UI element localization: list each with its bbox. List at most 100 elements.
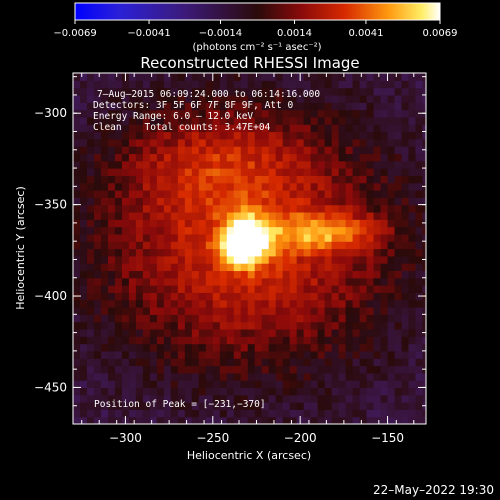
heatmap-cell bbox=[142, 175, 151, 184]
heatmap-cell bbox=[156, 336, 165, 345]
heatmap-cell bbox=[219, 80, 228, 89]
heatmap-cell bbox=[177, 365, 186, 374]
heatmap-cell bbox=[422, 380, 426, 389]
heatmap-cell bbox=[401, 102, 410, 111]
heatmap-cell bbox=[100, 131, 109, 140]
heatmap-cell bbox=[268, 263, 277, 272]
heatmap-cell bbox=[387, 314, 396, 323]
heatmap-cell bbox=[338, 109, 347, 118]
heatmap-cell bbox=[233, 109, 242, 118]
heatmap-cell bbox=[121, 226, 130, 235]
heatmap-cell bbox=[303, 372, 312, 381]
heatmap-cell bbox=[107, 343, 116, 352]
heatmap-cell bbox=[149, 307, 158, 315]
heatmap-cell bbox=[233, 358, 242, 367]
heatmap-cell bbox=[149, 270, 158, 279]
heatmap-cell bbox=[128, 365, 137, 374]
heatmap-cell bbox=[352, 182, 361, 191]
heatmap-cell bbox=[177, 153, 186, 162]
heatmap-cell bbox=[254, 182, 263, 191]
heatmap-cell bbox=[240, 292, 249, 301]
heatmap-cell bbox=[156, 168, 165, 176]
heatmap-cell bbox=[352, 160, 361, 169]
heatmap-cell bbox=[247, 226, 256, 235]
heatmap-cell bbox=[380, 116, 389, 125]
heatmap-cell bbox=[100, 73, 109, 81]
heatmap-cell bbox=[177, 343, 186, 352]
heatmap-cell bbox=[282, 241, 291, 250]
heatmap-cell bbox=[408, 73, 417, 81]
heatmap-cell bbox=[359, 116, 368, 125]
heatmap-cell bbox=[401, 80, 410, 89]
heatmap-cell bbox=[324, 365, 333, 374]
heatmap-cell bbox=[135, 87, 144, 96]
heatmap-cell bbox=[366, 343, 375, 352]
heatmap-cell bbox=[240, 365, 249, 374]
heatmap-cell bbox=[114, 292, 123, 301]
heatmap-cell bbox=[114, 94, 123, 103]
heatmap-cell bbox=[317, 343, 326, 352]
colorbar-unit-label: (photons cm⁻² s⁻¹ asec⁻²) bbox=[192, 42, 321, 53]
heatmap-cell bbox=[345, 255, 354, 264]
heatmap-cell bbox=[303, 387, 312, 396]
heatmap-cell bbox=[415, 190, 424, 198]
heatmap-cell bbox=[373, 80, 382, 89]
heatmap-cell bbox=[170, 394, 179, 403]
heatmap-cell bbox=[191, 241, 200, 250]
heatmap-cell bbox=[205, 248, 214, 257]
heatmap-cell bbox=[380, 358, 389, 367]
heatmap-cell bbox=[114, 285, 123, 293]
heatmap-cell bbox=[226, 182, 235, 191]
heatmap-cell bbox=[73, 299, 81, 308]
heatmap-cell bbox=[149, 197, 158, 206]
heatmap-cell bbox=[226, 387, 235, 396]
heatmap-cell bbox=[142, 131, 151, 140]
heatmap-cell bbox=[79, 219, 88, 228]
heatmap-cell bbox=[303, 365, 312, 374]
heatmap-cell bbox=[100, 175, 109, 184]
heatmap-cell bbox=[86, 372, 95, 381]
heatmap-cell bbox=[247, 160, 256, 169]
heatmap-cell bbox=[93, 241, 102, 250]
heatmap-cell bbox=[107, 197, 116, 206]
heatmap-cell bbox=[408, 336, 417, 345]
heatmap-cell bbox=[254, 387, 263, 396]
heatmap-cell bbox=[275, 343, 284, 352]
heatmap-cell bbox=[79, 124, 88, 133]
heatmap-cell bbox=[100, 241, 109, 250]
heatmap-cell bbox=[359, 409, 368, 418]
heatmap-cell bbox=[107, 182, 116, 191]
heatmap-cell bbox=[415, 94, 424, 103]
heatmap-cell bbox=[387, 328, 396, 337]
heatmap-cell bbox=[100, 160, 109, 169]
heatmap-cell bbox=[191, 182, 200, 191]
heatmap-cell bbox=[86, 211, 95, 220]
heatmap-cell bbox=[254, 226, 263, 235]
heatmap-cell bbox=[408, 182, 417, 191]
heatmap-cell bbox=[121, 138, 130, 147]
heatmap-cell bbox=[303, 175, 312, 184]
heatmap-cell bbox=[226, 204, 235, 213]
heatmap-cell bbox=[240, 116, 249, 125]
heatmap-cell bbox=[324, 168, 333, 176]
heatmap-cell bbox=[240, 168, 249, 176]
heatmap-cell bbox=[401, 409, 410, 418]
heatmap-cell bbox=[184, 328, 193, 337]
heatmap-cell bbox=[338, 175, 347, 184]
heatmap-cell bbox=[380, 343, 389, 352]
heatmap-cell bbox=[254, 270, 263, 279]
heatmap-cell bbox=[128, 263, 137, 272]
heatmap-cell bbox=[121, 372, 130, 381]
heatmap-cell bbox=[317, 248, 326, 257]
heatmap-cell bbox=[219, 387, 228, 396]
heatmap-cell bbox=[387, 160, 396, 169]
heatmap-cell bbox=[73, 285, 81, 293]
heatmap-cell bbox=[401, 233, 410, 242]
heatmap-cell bbox=[226, 211, 235, 220]
heatmap-cell bbox=[366, 372, 375, 381]
heatmap-cell bbox=[408, 160, 417, 169]
heatmap-cell bbox=[170, 116, 179, 125]
heatmap-cell bbox=[394, 94, 403, 103]
heatmap-cell bbox=[366, 307, 375, 315]
heatmap-cell bbox=[352, 358, 361, 367]
